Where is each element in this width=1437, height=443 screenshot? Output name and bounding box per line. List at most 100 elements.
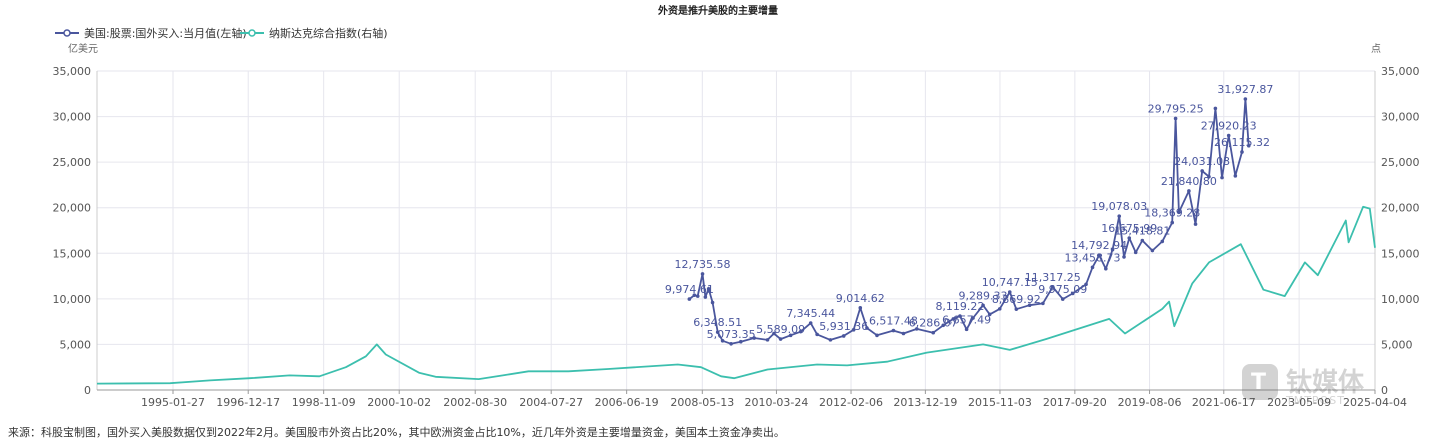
series-point	[1220, 175, 1224, 180]
series-point	[914, 327, 919, 331]
series-point	[981, 303, 985, 308]
series-point	[1070, 291, 1075, 296]
legend-label-left-series: 美国:股票:国外买入:当月值(左轴)	[84, 26, 247, 40]
series-point	[1213, 106, 1218, 111]
chart-title: 外资是推升美股的主要增量	[657, 4, 778, 17]
series-point	[1127, 236, 1132, 240]
watermark-logo: T 钛媒体 TMTPOST	[1242, 362, 1412, 410]
series-point	[858, 306, 863, 310]
series-point	[695, 294, 700, 298]
data-label: 5,589.09	[756, 323, 805, 336]
series-point	[1150, 248, 1155, 253]
series-point	[1122, 255, 1126, 259]
series-point	[1207, 174, 1211, 179]
y-tick-right: 25,000	[1381, 156, 1420, 169]
data-label: 6,348.51	[693, 316, 742, 329]
y-tick-right: 10,000	[1381, 293, 1420, 306]
series-point	[778, 337, 783, 341]
legend-marker-right-series	[248, 29, 256, 37]
x-tick-label: 2013-12-19	[893, 396, 957, 409]
data-label: 19,078.03	[1091, 200, 1147, 213]
x-tick-label: 2017-09-20	[1043, 396, 1107, 409]
watermark-en: TMTPOST	[1286, 394, 1345, 407]
series-point	[851, 328, 856, 332]
logo-icon: T	[1242, 364, 1278, 400]
series-point	[891, 328, 896, 333]
series-point	[841, 334, 846, 338]
series-point	[1060, 297, 1065, 301]
data-label: 29,795.25	[1148, 102, 1204, 115]
source-note: 来源：科股宝制图，国外买入美股数据仅到2022年2月。美国股市外资占比20%，其…	[8, 426, 785, 439]
x-tick-label: 2019-08-06	[1118, 396, 1182, 409]
y-tick-left: 5,000	[60, 338, 92, 351]
data-label: 9,289.33	[959, 289, 1008, 302]
x-tick-label: 1996-12-17	[216, 396, 280, 409]
series-point	[729, 341, 733, 346]
series-point	[703, 295, 708, 299]
series-line	[688, 98, 1250, 345]
series-point	[901, 331, 906, 336]
x-tick-label: 2006-06-19	[595, 396, 659, 409]
series-point	[1050, 285, 1055, 289]
data-label: 14,792.94	[1071, 239, 1127, 252]
series-point	[1193, 222, 1198, 226]
series-point	[815, 332, 819, 337]
series-line	[96, 205, 1376, 385]
series-point	[715, 330, 720, 334]
series-point	[765, 338, 770, 342]
y-tick-left: 15,000	[53, 247, 92, 260]
series-point	[964, 327, 969, 332]
data-label: 5,073.35	[707, 328, 756, 341]
series-point	[997, 307, 1002, 311]
series-point	[1027, 303, 1032, 308]
series-point	[941, 323, 946, 328]
series-point	[1097, 253, 1101, 257]
right-axis-unit: 点	[1371, 43, 1381, 55]
series-point	[752, 336, 757, 340]
series-point	[1133, 250, 1138, 255]
data-label: 24,031.03	[1174, 155, 1230, 168]
series-point	[1117, 214, 1122, 218]
y-tick-right: 0	[1381, 384, 1388, 397]
data-label: 18,369.28	[1144, 207, 1200, 220]
x-tick-label: 1995-01-27	[141, 396, 205, 409]
data-label: 27,920.23	[1201, 120, 1257, 133]
nasdaq-series[interactable]	[96, 205, 1376, 385]
y-tick-left: 35,000	[53, 65, 92, 78]
left-axis-unit: 亿美元	[68, 42, 98, 55]
data-label: 15,418.81	[1114, 225, 1170, 238]
y-tick-left: 30,000	[53, 111, 92, 124]
x-tick-label: 2004-07-27	[519, 396, 583, 409]
series-point	[1007, 290, 1012, 294]
gridlines	[97, 70, 1376, 391]
series-point	[1041, 301, 1045, 306]
x-tick-label: 2000-10-02	[367, 396, 431, 409]
data-label: 8,119.22	[935, 300, 984, 313]
x-tick-label: 1998-11-09	[292, 396, 356, 409]
series-point	[1233, 174, 1238, 178]
data-label: 21,840.80	[1161, 175, 1217, 188]
data-label: 7,345.44	[786, 307, 835, 320]
x-tick-label: 2021-06-17	[1192, 396, 1256, 409]
series-point	[738, 339, 743, 344]
series-point	[808, 321, 813, 325]
series-point	[865, 326, 869, 330]
series-point	[828, 338, 833, 342]
legend[interactable]: 美国:股票:国外买入:当月值(左轴) 纳斯达克综合指数(右轴)	[55, 26, 388, 40]
watermark-cn: 钛媒体	[1286, 368, 1365, 398]
series-point	[931, 330, 936, 335]
y-tick-left: 20,000	[53, 202, 92, 215]
data-label: 9,975.09	[1038, 283, 1087, 296]
data-label: 8,869.92	[992, 293, 1041, 306]
series-point	[772, 331, 776, 336]
series-point	[1240, 150, 1244, 154]
series-point	[987, 312, 992, 317]
foreign-buying-series[interactable]	[687, 97, 1251, 346]
series-point	[798, 329, 803, 334]
series-point	[1187, 189, 1191, 193]
series-point	[1243, 97, 1248, 101]
data-label: 6,286.07	[909, 317, 958, 330]
series-point	[788, 333, 793, 338]
x-tick-label: 2002-08-30	[443, 396, 507, 409]
series-point	[1173, 116, 1178, 121]
